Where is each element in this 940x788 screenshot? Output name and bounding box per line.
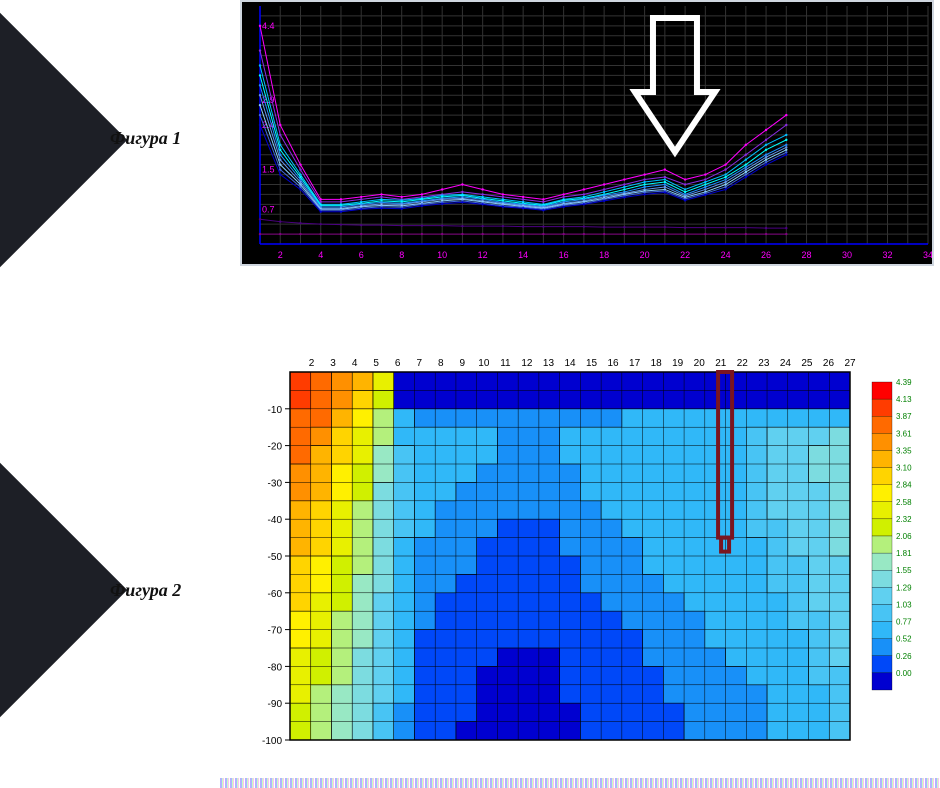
svg-text:8: 8 — [438, 358, 444, 369]
svg-text:1.03: 1.03 — [896, 600, 912, 609]
decor-wedge-1 — [0, 13, 127, 268]
svg-text:20: 20 — [640, 250, 650, 260]
svg-text:20: 20 — [694, 358, 706, 369]
svg-text:34: 34 — [923, 250, 933, 260]
svg-text:19: 19 — [672, 358, 684, 369]
figure1-label: Фигура 1 — [110, 128, 181, 149]
svg-text:-80: -80 — [268, 662, 283, 673]
svg-text:12: 12 — [521, 358, 533, 369]
svg-text:2: 2 — [309, 358, 315, 369]
svg-text:16: 16 — [608, 358, 620, 369]
svg-text:2.06: 2.06 — [896, 532, 912, 541]
svg-text:-60: -60 — [268, 589, 283, 600]
svg-text:0.52: 0.52 — [896, 635, 912, 644]
svg-text:9: 9 — [460, 358, 466, 369]
svg-text:18: 18 — [599, 250, 609, 260]
svg-text:-10: -10 — [268, 405, 283, 416]
svg-text:-20: -20 — [268, 442, 283, 453]
svg-text:2: 2 — [278, 250, 283, 260]
figure2-chart: 2345678910111213141516171819202122232425… — [240, 350, 930, 750]
svg-text:1.5: 1.5 — [262, 165, 275, 175]
svg-text:30: 30 — [842, 250, 852, 260]
svg-text:15: 15 — [586, 358, 598, 369]
svg-text:26: 26 — [823, 358, 835, 369]
svg-text:-100: -100 — [262, 736, 282, 747]
svg-text:18: 18 — [651, 358, 663, 369]
svg-text:2.32: 2.32 — [896, 515, 912, 524]
svg-text:21: 21 — [715, 358, 727, 369]
decor-strip — [220, 778, 940, 788]
svg-text:17: 17 — [629, 358, 641, 369]
svg-text:4: 4 — [352, 358, 358, 369]
svg-text:0.7: 0.7 — [262, 204, 275, 214]
figure2-label: Фигура 2 — [110, 580, 181, 601]
svg-text:1.55: 1.55 — [896, 566, 912, 575]
svg-text:4.4: 4.4 — [262, 21, 275, 31]
svg-text:24: 24 — [721, 250, 731, 260]
svg-text:22: 22 — [737, 358, 749, 369]
svg-text:32: 32 — [883, 250, 893, 260]
svg-text:12: 12 — [478, 250, 488, 260]
svg-text:-30: -30 — [268, 478, 283, 489]
svg-text:-40: -40 — [268, 515, 283, 526]
svg-text:2.84: 2.84 — [896, 481, 912, 490]
svg-text:24: 24 — [780, 358, 792, 369]
svg-text:8: 8 — [399, 250, 404, 260]
svg-text:7: 7 — [416, 358, 422, 369]
svg-text:4.39: 4.39 — [896, 378, 912, 387]
page: { "labels": { "fig1": "Фигура 1", "fig2"… — [0, 0, 940, 788]
svg-text:6: 6 — [395, 358, 401, 369]
svg-text:10: 10 — [437, 250, 447, 260]
svg-text:3.35: 3.35 — [896, 446, 912, 455]
svg-text:1.81: 1.81 — [896, 549, 912, 558]
svg-text:1.29: 1.29 — [896, 583, 912, 592]
svg-text:3: 3 — [330, 358, 336, 369]
svg-text:28: 28 — [802, 250, 812, 260]
svg-text:0.77: 0.77 — [896, 618, 912, 627]
svg-text:-70: -70 — [268, 626, 283, 637]
svg-text:4.13: 4.13 — [896, 395, 912, 404]
svg-text:23: 23 — [758, 358, 770, 369]
figure1-chart: 2468101214161820222426283032340.71.52.42… — [240, 0, 934, 266]
svg-text:14: 14 — [564, 358, 576, 369]
svg-text:3.87: 3.87 — [896, 412, 912, 421]
svg-text:6: 6 — [359, 250, 364, 260]
svg-text:3.10: 3.10 — [896, 464, 912, 473]
svg-text:25: 25 — [801, 358, 813, 369]
svg-text:-90: -90 — [268, 699, 283, 710]
svg-text:27: 27 — [844, 358, 856, 369]
svg-text:2.58: 2.58 — [896, 498, 912, 507]
svg-text:11: 11 — [500, 358, 511, 369]
svg-text:16: 16 — [559, 250, 569, 260]
svg-text:14: 14 — [518, 250, 528, 260]
decor-wedge-2 — [0, 463, 127, 718]
svg-text:13: 13 — [543, 358, 555, 369]
svg-text:0.00: 0.00 — [896, 669, 912, 678]
svg-text:22: 22 — [680, 250, 690, 260]
svg-text:26: 26 — [761, 250, 771, 260]
svg-text:10: 10 — [478, 358, 490, 369]
svg-text:3.61: 3.61 — [896, 429, 912, 438]
svg-text:4: 4 — [318, 250, 323, 260]
svg-text:0.26: 0.26 — [896, 652, 912, 661]
svg-text:-50: -50 — [268, 552, 283, 563]
svg-text:5: 5 — [373, 358, 379, 369]
